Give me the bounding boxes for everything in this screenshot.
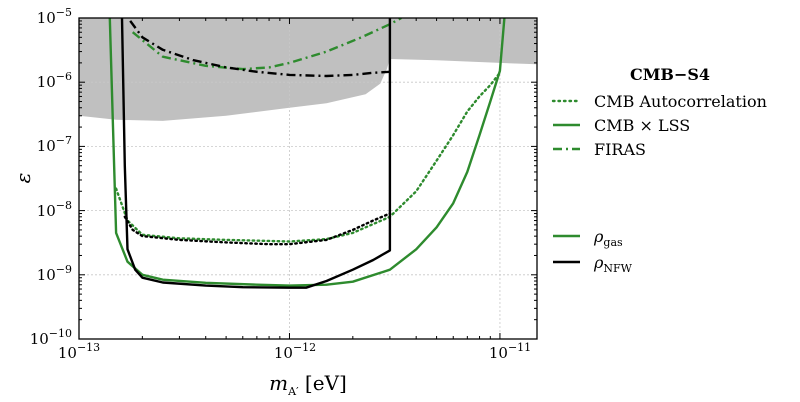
legend-label-rho-gas: ρgas <box>593 227 623 249</box>
tick-layer <box>78 17 537 340</box>
legend-label-cmb-autocorrelation: CMB Autocorrelation <box>594 92 767 111</box>
excluded-region-layer <box>79 18 537 121</box>
series-nfw-dashdot <box>129 20 390 78</box>
x-tick-label-2: 10−11 <box>489 341 531 362</box>
legend-label-firas: FIRAS <box>594 140 646 159</box>
legend-label-cmb-lss: CMB × LSS <box>594 116 690 135</box>
y-tick-label-4: 10−6 <box>37 70 72 91</box>
excluded-region <box>79 18 537 121</box>
series-layer <box>108 18 506 289</box>
y-tick-label-3: 10−7 <box>37 134 72 155</box>
y-tick-label-5: 10−5 <box>37 6 72 27</box>
legend-title: CMB−S4 <box>630 65 710 84</box>
y-tick-label-1: 10−9 <box>37 263 72 284</box>
legend: CMB−S4 CMB Autocorrelation CMB × LSS FIR… <box>551 65 767 275</box>
y-axis-label: ε <box>11 173 35 184</box>
series-nfw-dotted <box>123 212 392 246</box>
y-tick-label-2: 10−8 <box>37 199 72 220</box>
legend-label-rho-nfw: ρNFW <box>593 253 633 275</box>
x-axis-label: mA′ [eV] <box>269 371 347 398</box>
plot-frame <box>78 17 538 340</box>
series-gas-solid <box>108 18 506 287</box>
x-tick-label-0: 10−13 <box>58 341 100 362</box>
series-nfw-solid <box>120 18 392 289</box>
y-tick-label-0: 10−10 <box>30 327 72 348</box>
series-gas-dashdot <box>131 18 402 71</box>
series-gas-dotted <box>114 71 502 243</box>
x-tick-label-1: 10−12 <box>274 341 316 362</box>
